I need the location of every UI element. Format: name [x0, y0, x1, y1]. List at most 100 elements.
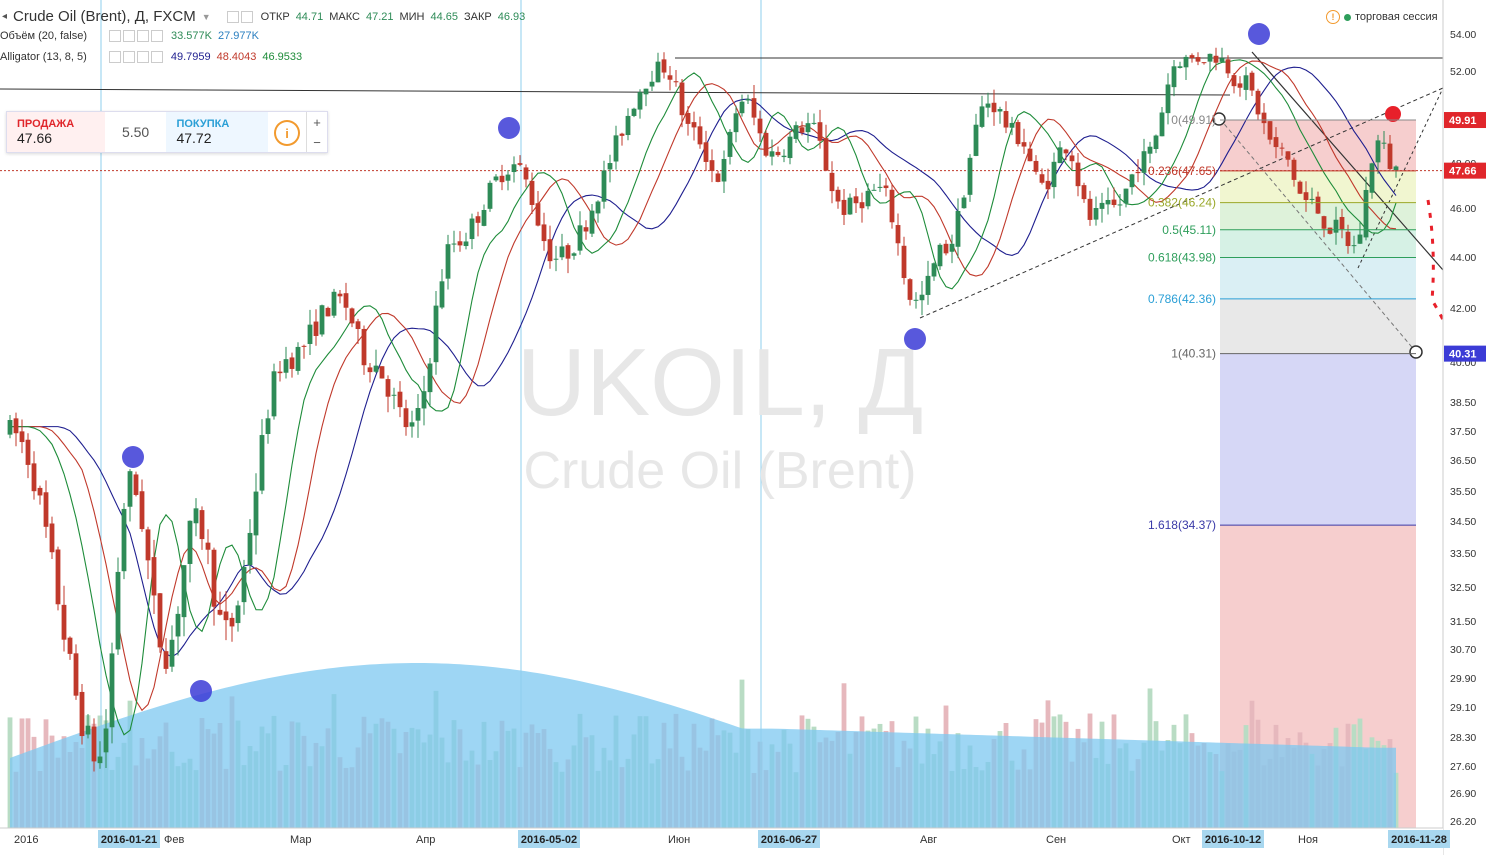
candle — [541, 224, 547, 242]
candle — [25, 439, 31, 465]
candle — [751, 98, 757, 118]
candle — [79, 691, 85, 737]
candle — [31, 463, 37, 492]
sell-button[interactable]: ПРОДАЖА 47.66 — [7, 112, 105, 152]
candle — [283, 359, 289, 373]
alligator-legend[interactable]: Alligator (13, 8, 5) 49.7959 48.4043 46.… — [0, 51, 302, 64]
candle — [1315, 196, 1321, 214]
plus-button[interactable]: + — [313, 114, 321, 130]
candle — [757, 118, 763, 134]
candle — [1033, 160, 1039, 172]
candle — [1237, 83, 1243, 88]
time-tick-label: Окт — [1172, 834, 1191, 846]
quantity-stepper[interactable]: + − — [306, 112, 327, 152]
spread-value: 5.50 — [121, 124, 150, 140]
candle — [1201, 62, 1207, 64]
minus-button[interactable]: − — [313, 134, 321, 150]
candle — [295, 346, 301, 371]
candle — [979, 106, 985, 127]
candle — [331, 291, 337, 316]
time-axis[interactable]: 2016 2016-01-21 Фев Мар Апр 2016-05-02 Июн 2016… — [0, 827, 1450, 855]
candle — [1381, 142, 1387, 144]
candle — [1285, 151, 1291, 160]
candle — [235, 605, 241, 624]
candle — [1081, 185, 1087, 200]
candle — [1297, 181, 1303, 194]
date-tag — [758, 830, 820, 848]
alligator-legend-buttons[interactable] — [108, 51, 165, 64]
time-tick-label: Апр — [416, 834, 435, 846]
alligator-lips-line — [10, 59, 1397, 736]
candle — [1219, 58, 1225, 62]
price-tick-label: 27.60 — [1450, 761, 1476, 773]
pivot-marker — [498, 117, 520, 139]
trend-lines[interactable] — [0, 51, 1444, 359]
candle — [1255, 90, 1261, 115]
candle — [1039, 174, 1045, 183]
alligator-jaw-value: 49.7959 — [170, 51, 211, 64]
annotation-marks[interactable] — [122, 23, 1470, 702]
warning-icon[interactable]: ! — [1326, 10, 1340, 24]
target-marker — [1385, 106, 1401, 122]
candle — [49, 523, 55, 553]
candle — [961, 197, 967, 209]
time-tick-label: Фев — [164, 834, 184, 846]
symbol-watermark: UKOIL, Д Crude Oil (Brent) — [517, 329, 923, 500]
candle — [565, 245, 571, 259]
fib-level-label: 0.618(43.98) — [1148, 251, 1216, 265]
candle — [379, 366, 385, 379]
candle — [817, 122, 823, 141]
candle — [325, 307, 331, 317]
candle — [823, 138, 829, 171]
candle — [511, 164, 517, 173]
candle — [67, 637, 73, 654]
candle — [421, 391, 427, 409]
session-dot-icon — [1344, 13, 1351, 21]
candle — [457, 241, 463, 246]
candle — [391, 394, 397, 396]
buy-button[interactable]: ПОКУПКА 47.72 — [166, 112, 269, 152]
candle — [277, 371, 283, 374]
candle — [697, 126, 703, 145]
candle — [1117, 204, 1123, 206]
volume-label[interactable]: Объём (20, false) — [0, 30, 88, 43]
candle — [991, 102, 997, 113]
candle — [97, 756, 103, 764]
candle — [811, 122, 817, 124]
candle — [241, 567, 247, 603]
candle — [937, 244, 943, 267]
candle — [589, 210, 595, 234]
candle — [805, 123, 811, 133]
symbol-title[interactable]: Crude Oil (Brent), Д, FXCM — [13, 8, 196, 25]
candle — [1147, 146, 1153, 154]
price-axis[interactable]: 54.0052.0050.0048.0046.0044.0042.0040.00… — [1442, 0, 1487, 855]
price-tick-label: 46.00 — [1450, 203, 1476, 215]
volume-legend[interactable]: Объём (20, false) 33.577K 27.977K — [0, 30, 259, 43]
ohlc-close-value: 46.93 — [497, 10, 526, 23]
alligator-label[interactable]: Alligator (13, 8, 5) — [0, 51, 87, 64]
price-tag-label: 40.31 — [1449, 349, 1477, 361]
candle — [451, 243, 457, 245]
collapse-icon[interactable]: ◂ — [2, 11, 8, 22]
candle — [289, 357, 295, 369]
candle — [1183, 56, 1189, 68]
candle — [13, 418, 19, 434]
fib-zone — [1220, 298, 1416, 354]
candle — [349, 308, 355, 324]
legend-buttons[interactable] — [226, 10, 255, 23]
candle — [949, 243, 955, 252]
candle — [211, 549, 217, 607]
info-icon[interactable]: i — [274, 120, 301, 146]
time-tick-label: Июн — [668, 834, 690, 846]
pivot-marker — [122, 446, 144, 468]
candle — [115, 571, 121, 650]
price-tick-label: 31.50 — [1450, 616, 1476, 628]
volume-ma-area — [10, 663, 1396, 828]
candle — [193, 508, 199, 524]
chevron-down-icon[interactable]: ▼ — [201, 11, 211, 22]
session-status[interactable]: ! торговая сессия — [1326, 10, 1438, 24]
volume-legend-buttons[interactable] — [109, 30, 165, 43]
candle — [133, 474, 139, 495]
fib-diagonal — [1219, 118, 1417, 353]
